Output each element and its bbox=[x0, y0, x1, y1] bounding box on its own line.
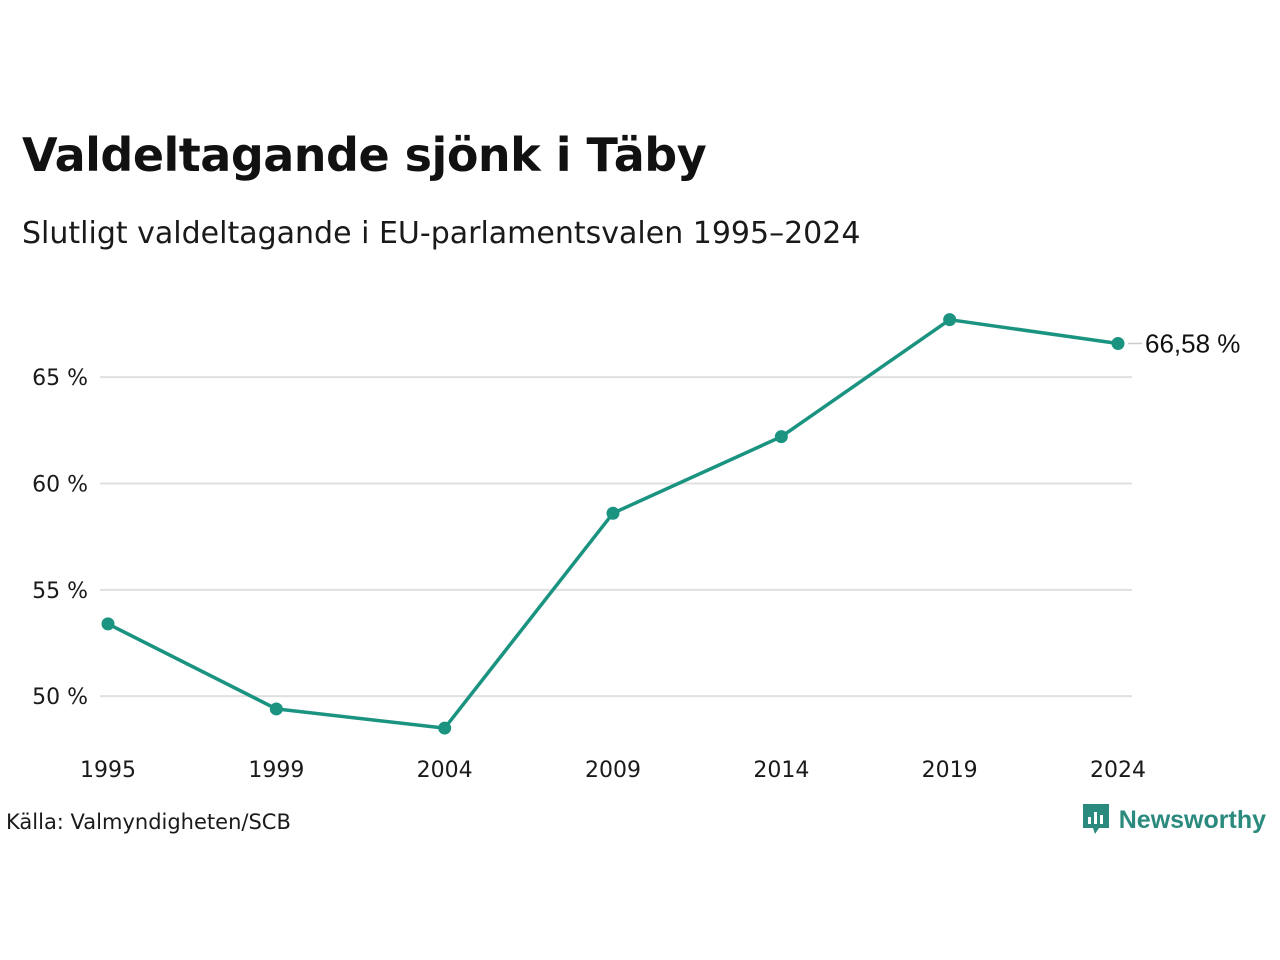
brand-logo: Newsworthy bbox=[1081, 802, 1266, 838]
y-axis: 50 % 55 % 60 % 65 % bbox=[32, 366, 88, 710]
x-tick-label: 1995 bbox=[80, 758, 136, 783]
x-axis: 1995 1999 2004 2009 2014 2019 2024 bbox=[80, 758, 1146, 783]
data-point-2014 bbox=[774, 430, 788, 444]
source-note: Källa: Valmyndigheten/SCB bbox=[6, 810, 291, 834]
chart-subtitle: Slutligt valdeltagande i EU-parlamentsva… bbox=[22, 216, 861, 251]
y-tick-label: 50 % bbox=[32, 685, 88, 710]
x-tick-label: 2024 bbox=[1090, 758, 1146, 783]
data-point-2004 bbox=[438, 721, 452, 735]
newsworthy-logo-icon bbox=[1082, 804, 1109, 834]
grid-lines bbox=[100, 376, 1132, 698]
data-point-2009 bbox=[606, 506, 620, 520]
annotation-layer: 66,58 % bbox=[1128, 328, 1240, 358]
x-tick-label: 2004 bbox=[417, 758, 473, 783]
data-point-1995 bbox=[101, 617, 115, 631]
y-tick-label: 55 % bbox=[32, 579, 88, 604]
x-tick-label: 1999 bbox=[248, 758, 304, 783]
y-tick-label: 60 % bbox=[32, 472, 88, 497]
brand-name: Newsworthy bbox=[1118, 805, 1266, 834]
chart-title: Valdeltagande sjönk i Täby bbox=[22, 128, 707, 182]
series-layer bbox=[101, 313, 1125, 735]
x-tick-label: 2019 bbox=[922, 758, 978, 783]
x-tick-label: 2009 bbox=[585, 758, 641, 783]
series-line bbox=[106, 317, 1120, 730]
data-point-2024 bbox=[1111, 336, 1125, 350]
data-point-2019 bbox=[943, 313, 957, 327]
end-value-label: 66,58 % bbox=[1145, 328, 1240, 358]
data-point-1999 bbox=[269, 702, 283, 716]
y-tick-label: 65 % bbox=[32, 366, 88, 391]
x-tick-label: 2014 bbox=[753, 758, 809, 783]
